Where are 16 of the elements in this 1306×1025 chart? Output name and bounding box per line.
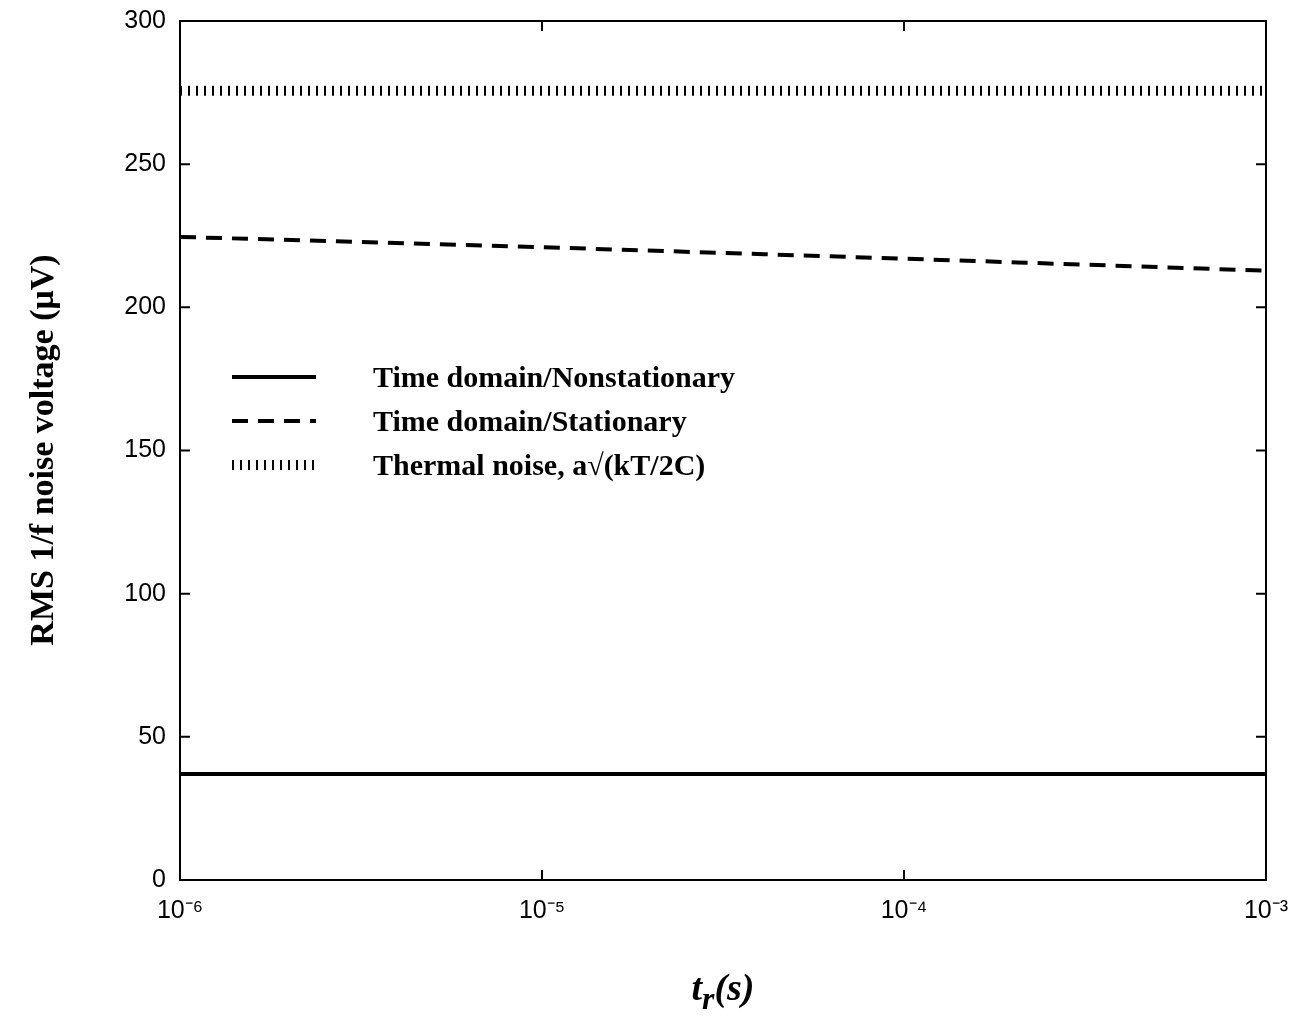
y-tick-label: 250 [124,148,166,177]
legend-label: Thermal noise, a√(kT/2C) [373,447,706,482]
y-tick-label: 50 [138,720,166,749]
y-tick-label: 200 [124,291,166,320]
x-axis-title: t$_{r}$(s) [690,965,756,1017]
x-tick-label: 10⁻⁴ [880,894,928,923]
legend-label: Time domain/Nonstationary [373,359,735,394]
y-axis-title: RMS 1/f noise voltage (μV) [23,254,61,646]
y-tick-label: 100 [124,577,166,606]
legend-label: Time domain/Stationary [373,403,687,438]
x-tick-label: 10⁻³ [1243,894,1289,923]
y-tick-label: 300 [124,4,166,33]
y-tick-label: 150 [124,434,166,463]
x-tick-label: 10⁻⁶ [156,894,204,923]
y-tick-label: 0 [152,863,166,892]
x-tick-label: 10⁻⁵ [518,894,566,923]
